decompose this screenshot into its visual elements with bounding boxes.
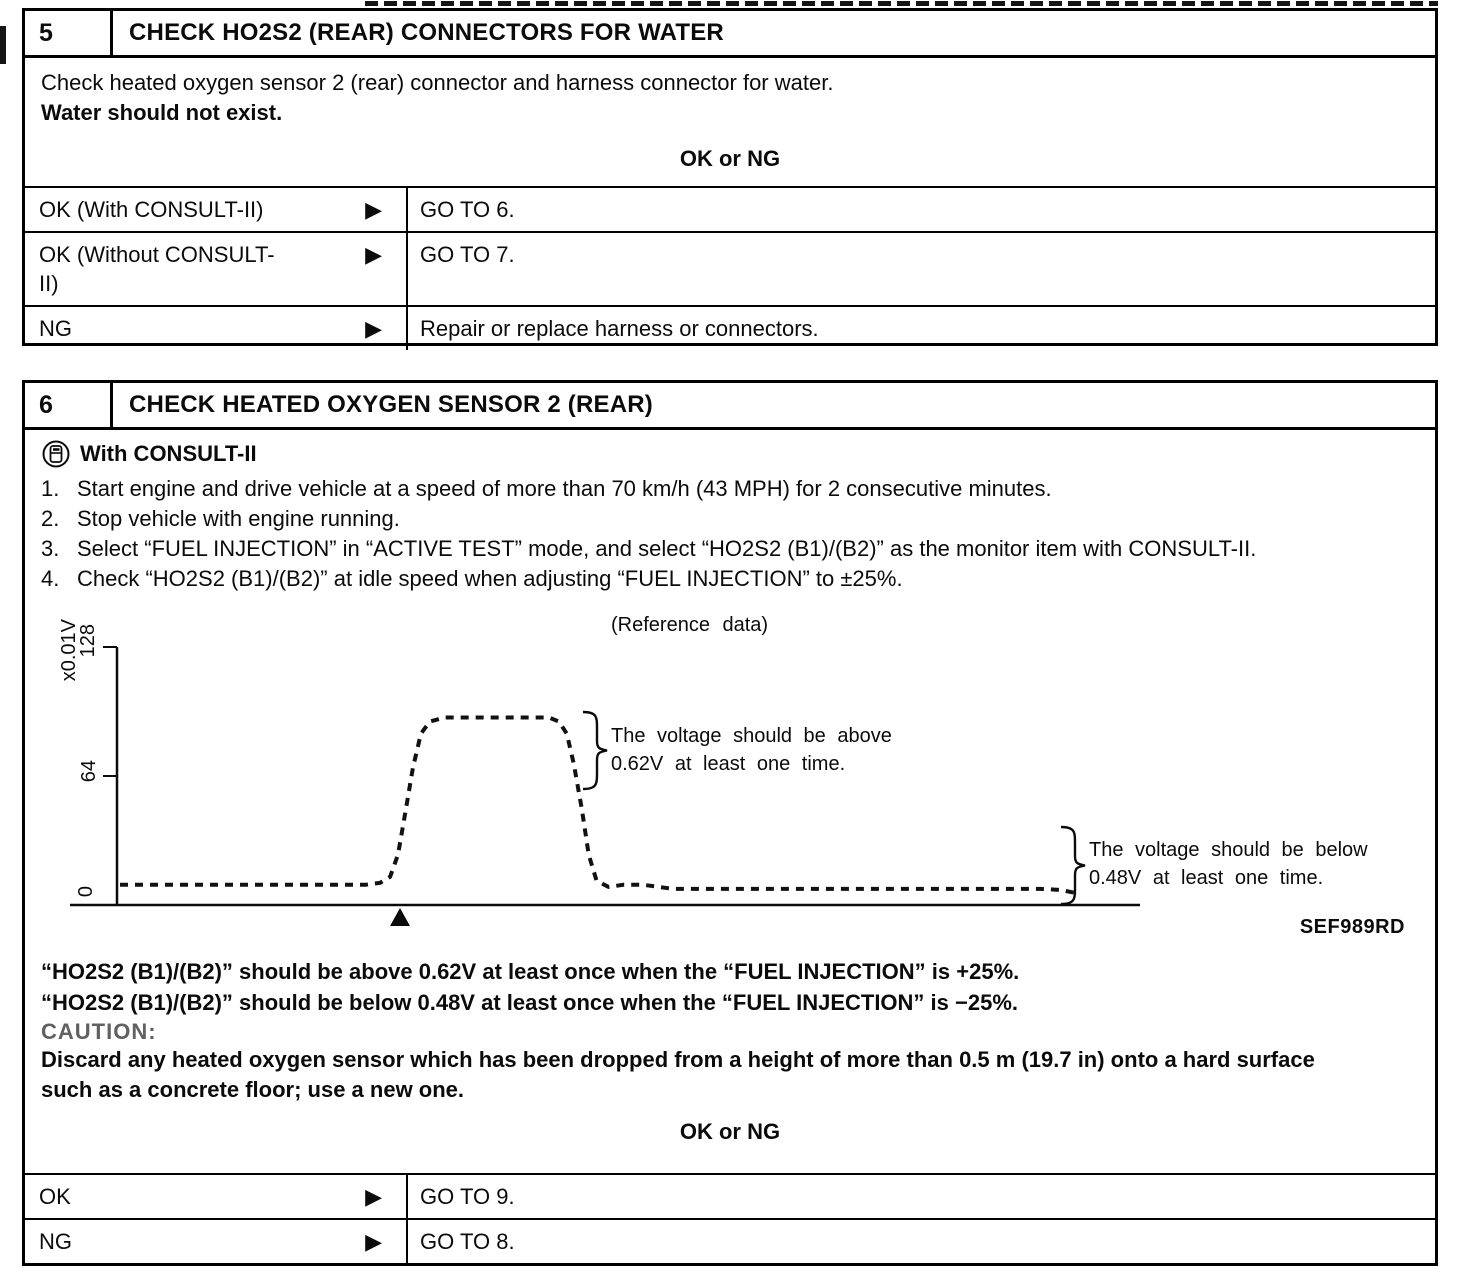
table-row: NG ▶ GO TO 8.	[25, 1220, 1435, 1263]
box5-instruction: Check heated oxygen sensor 2 (rear) conn…	[41, 70, 834, 95]
procedure-box-6: 6 CHECK HEATED OXYGEN SENSOR 2 (REAR) Wi…	[22, 380, 1438, 1266]
result-spec-plus25: “HO2S2 (B1)/(B2)” should be above 0.62V …	[41, 959, 1020, 984]
action-label: Repair or replace harness or connectors.	[420, 316, 819, 341]
condition-label: NG	[39, 316, 72, 341]
result-spec-minus25: “HO2S2 (B1)/(B2)” should be below 0.48V …	[41, 990, 1018, 1015]
box5-action-table: OK (With CONSULT-II) ▶ GO TO 6. OK (With…	[25, 186, 1435, 350]
step-text: Select “FUEL INJECTION” in “ACTIVE TEST”…	[77, 536, 1257, 561]
step-item: 3. Select “FUEL INJECTION” in “ACTIVE TE…	[41, 534, 1419, 564]
action-label: GO TO 6.	[420, 197, 515, 222]
step-number: 3.	[41, 536, 60, 561]
box6-action-table: OK ▶ GO TO 9. NG ▶ GO TO 8.	[25, 1173, 1435, 1263]
step-item: 2. Stop vehicle with engine running.	[41, 504, 1419, 534]
condition-label: OK (Without CONSULT-II)	[39, 242, 275, 296]
box5-step-number: 5	[25, 11, 113, 55]
box5-decision-label: OK or NG	[679, 146, 781, 171]
goto-arrow-icon: ▶	[365, 1184, 382, 1209]
box6-header: 6 CHECK HEATED OXYGEN SENSOR 2 (REAR)	[25, 383, 1435, 430]
step-number: 2.	[41, 506, 60, 531]
box5-title: CHECK HO2S2 (REAR) CONNECTORS FOR WATER	[129, 19, 724, 46]
step-number: 4.	[41, 566, 60, 591]
caution-label: CAUTION:	[41, 1019, 157, 1044]
step-text: Check “HO2S2 (B1)/(B2)” at idle speed wh…	[77, 566, 903, 591]
procedure-steps: 1. Start engine and drive vehicle at a s…	[25, 469, 1435, 594]
scan-artifact-left	[0, 26, 6, 64]
step-text: Stop vehicle with engine running.	[77, 506, 400, 531]
caution-text: Discard any heated oxygen sensor which h…	[41, 1047, 1315, 1102]
waveform-chart	[70, 646, 1140, 926]
reference-waveform-figure: (Reference data) x0.01V 128 64 0 The vol…	[25, 610, 1435, 948]
goto-arrow-icon: ▶	[365, 1229, 382, 1254]
box6-title: CHECK HEATED OXYGEN SENSOR 2 (REAR)	[129, 391, 653, 418]
goto-arrow-icon: ▶	[365, 242, 382, 267]
step-item: 4. Check “HO2S2 (B1)/(B2)” at idle speed…	[41, 564, 1419, 594]
table-row: OK (Without CONSULT-II) ▶ GO TO 7.	[25, 233, 1435, 307]
condition-label: OK (With CONSULT-II)	[39, 197, 264, 222]
y-tick-label-0: 0	[75, 886, 97, 898]
table-row: OK ▶ GO TO 9.	[25, 1175, 1435, 1220]
y-tick-label-64: 64	[78, 760, 100, 783]
injection-step-marker-icon	[390, 908, 410, 926]
result-specs: “HO2S2 (B1)/(B2)” should be above 0.62V …	[25, 948, 1435, 1018]
box5-spec: Water should not exist.	[41, 100, 283, 125]
action-label: GO TO 7.	[420, 242, 515, 267]
consult-ii-tester-icon	[41, 439, 71, 469]
waveform-trace	[120, 715, 1076, 895]
goto-arrow-icon: ▶	[365, 316, 382, 341]
annotation-below: The voltage should be below 0.48V at lea…	[1089, 839, 1368, 889]
box6-decision-label: OK or NG	[679, 1119, 781, 1144]
table-row: OK (With CONSULT-II) ▶ GO TO 6.	[25, 188, 1435, 233]
consult-ii-line: With CONSULT-II	[25, 430, 1435, 469]
brace-below-icon	[1060, 825, 1086, 906]
step-item: 1. Start engine and drive vehicle at a s…	[41, 474, 1419, 504]
goto-arrow-icon: ▶	[365, 197, 382, 222]
scan-artifact-top	[365, 1, 1438, 6]
reference-data-note: (Reference data)	[611, 614, 769, 636]
consult-ii-label: With CONSULT-II	[80, 441, 257, 466]
y-tick-label-128: 128	[77, 624, 99, 658]
action-label: GO TO 9.	[420, 1184, 515, 1209]
box6-step-number: 6	[25, 383, 113, 427]
annotation-above: The voltage should be above 0.62V at lea…	[611, 725, 892, 775]
action-label: GO TO 8.	[420, 1229, 515, 1254]
brace-above-icon	[582, 710, 608, 791]
condition-label: OK	[39, 1184, 71, 1209]
step-text: Start engine and drive vehicle at a spee…	[77, 476, 1052, 501]
procedure-box-5: 5 CHECK HO2S2 (REAR) CONNECTORS FOR WATE…	[22, 8, 1438, 350]
step-number: 1.	[41, 476, 60, 501]
table-row: NG ▶ Repair or replace harness or connec…	[25, 307, 1435, 350]
box5-body: Check heated oxygen sensor 2 (rear) conn…	[25, 58, 1435, 174]
box5-header: 5 CHECK HO2S2 (REAR) CONNECTORS FOR WATE…	[25, 11, 1435, 58]
figure-id: SEF989RD	[1299, 916, 1405, 938]
condition-label: NG	[39, 1229, 72, 1254]
